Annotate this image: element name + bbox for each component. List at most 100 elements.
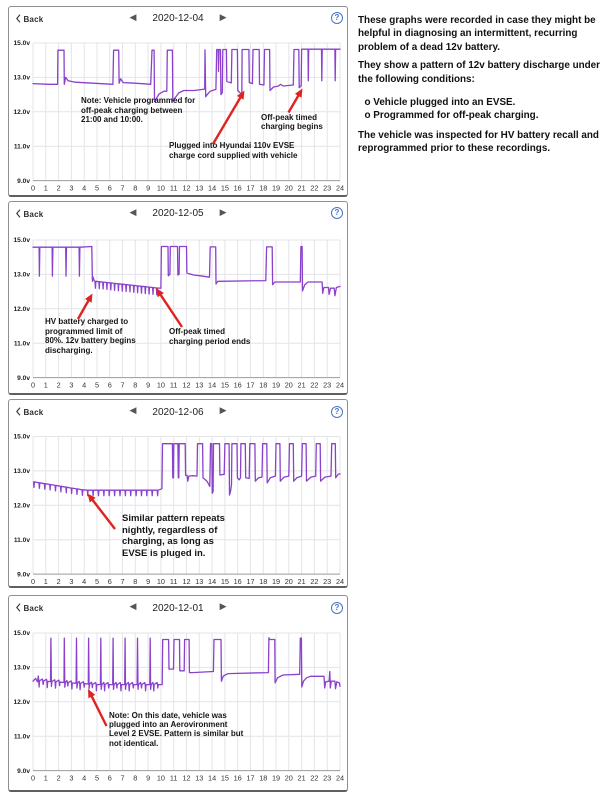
svg-text:22: 22 [310,577,318,586]
svg-text:10: 10 [157,773,165,782]
svg-text:14: 14 [208,577,216,586]
svg-text:4: 4 [82,380,86,389]
svg-text:10: 10 [157,380,165,389]
svg-text:11.0v: 11.0v [14,143,30,150]
svg-text:21: 21 [298,577,306,586]
svg-text:24: 24 [336,380,344,389]
svg-text:4: 4 [82,577,86,586]
svg-text:9: 9 [146,577,150,586]
svg-text:24: 24 [336,773,344,782]
svg-text:5: 5 [95,380,99,389]
svg-text:17: 17 [246,773,254,782]
svg-text:13: 13 [195,577,203,586]
svg-text:14: 14 [208,380,216,389]
svg-text:9.0v: 9.0v [17,768,30,775]
svg-text:3: 3 [69,773,73,782]
svg-text:15: 15 [221,183,229,192]
svg-text:9.0v: 9.0v [17,178,30,185]
svg-text:21: 21 [298,773,306,782]
svg-text:10: 10 [157,577,165,586]
svg-text:20: 20 [285,577,293,586]
svg-text:13: 13 [195,773,203,782]
svg-text:4: 4 [82,773,86,782]
svg-text:0: 0 [31,773,35,782]
svg-text:0: 0 [31,577,35,586]
svg-text:19: 19 [272,773,280,782]
svg-text:6: 6 [108,380,112,389]
svg-text:11: 11 [170,183,178,192]
svg-text:12: 12 [182,577,190,586]
svg-text:9.0v: 9.0v [17,571,30,578]
svg-text:13.0v: 13.0v [13,665,30,672]
svg-text:10: 10 [157,183,165,192]
svg-text:21: 21 [298,380,306,389]
svg-text:20: 20 [285,183,293,192]
svg-text:14: 14 [208,183,216,192]
svg-text:11.0v: 11.0v [14,340,30,347]
svg-text:12.0v: 12.0v [13,306,30,313]
svg-text:5: 5 [95,183,99,192]
svg-text:15: 15 [221,577,229,586]
svg-text:8: 8 [133,773,137,782]
svg-text:11: 11 [170,577,178,586]
svg-text:15.0v: 15.0v [13,237,30,244]
svg-text:4: 4 [82,183,86,192]
svg-text:1: 1 [44,577,48,586]
svg-text:17: 17 [246,183,254,192]
svg-text:24: 24 [336,577,344,586]
svg-text:2: 2 [57,773,61,782]
svg-text:18: 18 [259,183,267,192]
svg-text:5: 5 [95,773,99,782]
svg-text:12: 12 [182,183,190,192]
svg-text:6: 6 [108,577,112,586]
svg-text:15: 15 [221,773,229,782]
svg-text:9.0v: 9.0v [17,375,30,382]
svg-text:13.0v: 13.0v [13,272,30,279]
svg-text:13: 13 [195,380,203,389]
svg-text:3: 3 [69,380,73,389]
svg-text:16: 16 [234,577,242,586]
svg-text:9: 9 [146,183,150,192]
svg-text:23: 23 [323,183,331,192]
svg-text:1: 1 [44,773,48,782]
svg-text:21: 21 [298,183,306,192]
svg-text:14: 14 [208,773,216,782]
svg-text:3: 3 [69,183,73,192]
svg-text:12.0v: 12.0v [13,109,30,116]
svg-text:12: 12 [182,380,190,389]
svg-text:8: 8 [133,183,137,192]
svg-text:7: 7 [120,183,124,192]
svg-text:5: 5 [95,577,99,586]
svg-text:6: 6 [108,773,112,782]
svg-text:1: 1 [44,183,48,192]
svg-text:16: 16 [234,773,242,782]
svg-text:22: 22 [310,773,318,782]
svg-text:11.0v: 11.0v [14,733,30,740]
svg-text:23: 23 [323,577,331,586]
svg-text:20: 20 [285,773,293,782]
svg-text:1: 1 [44,380,48,389]
svg-text:23: 23 [323,380,331,389]
svg-text:19: 19 [272,183,280,192]
svg-text:23: 23 [323,773,331,782]
svg-text:18: 18 [259,577,267,586]
svg-text:0: 0 [31,380,35,389]
svg-text:15: 15 [221,380,229,389]
svg-text:24: 24 [336,183,344,192]
svg-text:19: 19 [272,577,280,586]
svg-text:2: 2 [57,380,61,389]
svg-text:3: 3 [69,577,73,586]
svg-text:13.0v: 13.0v [13,468,30,475]
svg-text:6: 6 [108,183,112,192]
svg-text:22: 22 [310,380,318,389]
svg-text:11: 11 [170,773,178,782]
svg-text:12.0v: 12.0v [13,699,30,706]
svg-text:8: 8 [133,380,137,389]
svg-text:7: 7 [120,577,124,586]
svg-text:11.0v: 11.0v [14,537,30,544]
svg-text:19: 19 [272,380,280,389]
svg-text:7: 7 [120,773,124,782]
svg-text:9: 9 [146,773,150,782]
svg-text:16: 16 [234,380,242,389]
svg-text:15.0v: 15.0v [13,40,30,47]
